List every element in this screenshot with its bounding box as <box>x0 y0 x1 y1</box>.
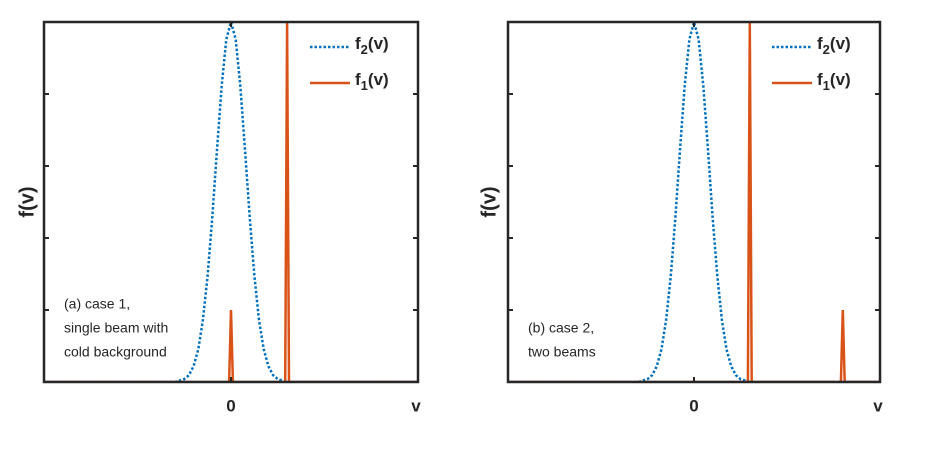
annotation: cold background <box>64 344 167 360</box>
series-line <box>44 22 418 382</box>
plot-area <box>44 22 418 382</box>
series-line <box>44 22 418 382</box>
annotation: (b) case 2, <box>528 320 594 336</box>
x-axis-label: v <box>873 396 883 415</box>
legend-label: f1(v) <box>817 70 851 93</box>
legend-label: f2(v) <box>817 34 851 57</box>
plot-area <box>508 22 880 382</box>
y-axis-label: f(v) <box>478 186 500 217</box>
annotation: single beam with <box>64 320 168 336</box>
x-tick-label: 0 <box>689 396 698 415</box>
legend-label: f1(v) <box>355 70 389 93</box>
series-line <box>508 22 880 382</box>
annotation: two beams <box>528 344 596 360</box>
y-axis-label: f(v) <box>16 186 38 217</box>
x-tick-label: 0 <box>226 396 235 415</box>
legend-label: f2(v) <box>355 34 389 57</box>
annotation: (a) case 1, <box>64 296 130 312</box>
x-axis-label: v <box>411 396 421 415</box>
